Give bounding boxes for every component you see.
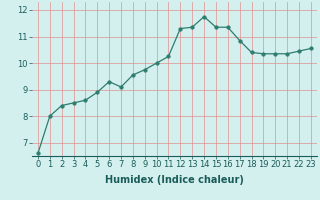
- X-axis label: Humidex (Indice chaleur): Humidex (Indice chaleur): [105, 175, 244, 185]
